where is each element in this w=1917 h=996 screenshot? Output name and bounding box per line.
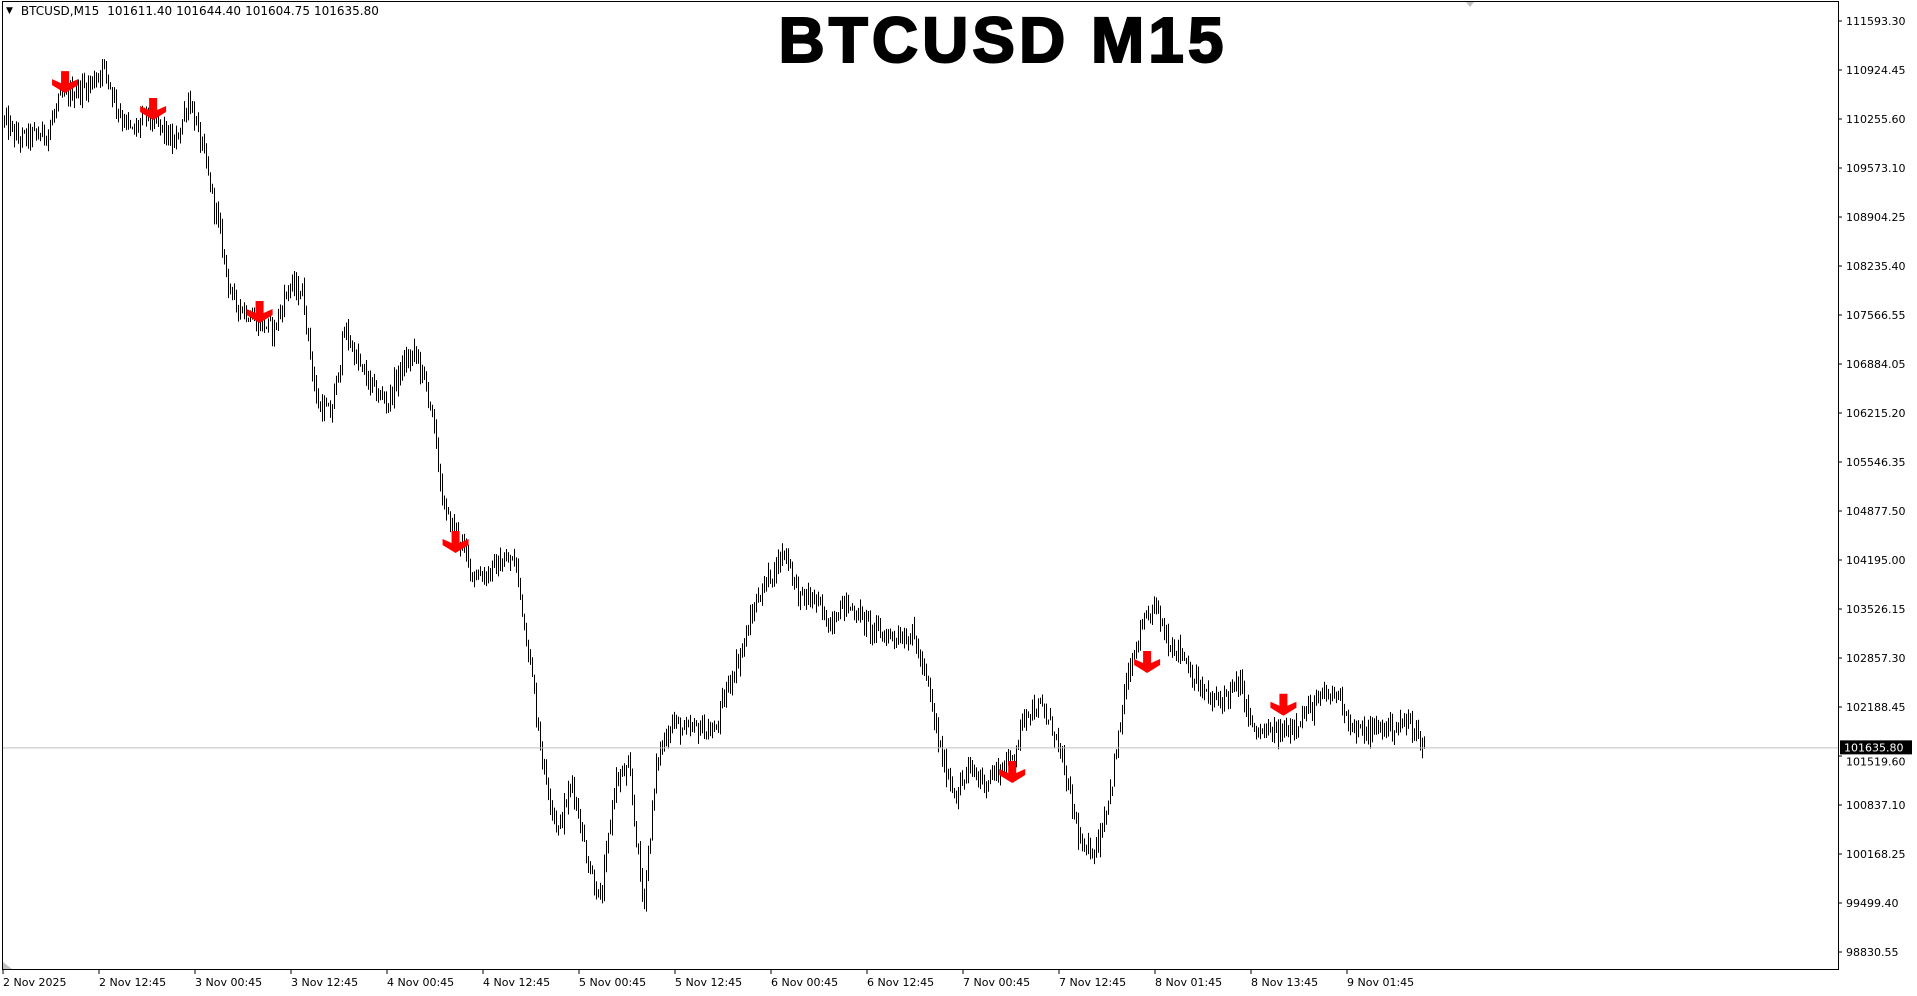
price-bars bbox=[4, 59, 1425, 912]
x-tick-label: 4 Nov 00:45 bbox=[387, 976, 454, 989]
y-tick-label: 98830.55 bbox=[1846, 946, 1899, 959]
x-tick-label: 2 Nov 12:45 bbox=[99, 976, 166, 989]
x-tick-label: 7 Nov 00:45 bbox=[963, 976, 1030, 989]
time-axis[interactable]: 2 Nov 2025 2 Nov 12:45 3 Nov 00:45 3 Nov 12… bbox=[2, 969, 1414, 989]
y-tick-label: 110255.60 bbox=[1846, 113, 1906, 126]
corner-marker bbox=[3, 962, 12, 969]
y-tick-label: 100168.25 bbox=[1846, 848, 1906, 861]
dropdown-triangle-icon[interactable]: ▼ bbox=[6, 6, 13, 16]
sell-arrow-icon bbox=[140, 97, 167, 120]
y-tick-label: 102857.30 bbox=[1846, 652, 1906, 665]
x-tick-label: 7 Nov 12:45 bbox=[1059, 976, 1126, 989]
high-value: 101644.40 bbox=[176, 4, 242, 18]
sell-arrow-icon bbox=[1134, 650, 1161, 673]
y-tick-label: 105546.35 bbox=[1846, 456, 1906, 469]
x-tick-label: 5 Nov 00:45 bbox=[579, 976, 646, 989]
x-tick-label: 8 Nov 01:45 bbox=[1155, 976, 1222, 989]
y-tick-label: 109573.10 bbox=[1846, 162, 1906, 175]
y-tick-label: 108235.40 bbox=[1846, 260, 1906, 273]
y-tick-label: 104195.00 bbox=[1846, 554, 1906, 567]
y-tick-label: 107566.55 bbox=[1846, 309, 1906, 322]
y-tick-label: 102188.45 bbox=[1846, 701, 1906, 714]
sell-arrow-icon bbox=[1270, 693, 1297, 716]
current-price-label: 101635.80 bbox=[1844, 741, 1904, 754]
low-value: 101604.75 bbox=[245, 4, 310, 18]
open-value: 101611.40 bbox=[107, 4, 173, 18]
x-tick-label: 4 Nov 12:45 bbox=[483, 976, 550, 989]
x-tick-label: 6 Nov 12:45 bbox=[867, 976, 934, 989]
y-tick-label: 100837.10 bbox=[1846, 799, 1906, 812]
symbol-label: BTCUSD,M15 bbox=[20, 4, 100, 18]
sell-arrow-icon bbox=[246, 301, 273, 324]
sell-arrow-icon bbox=[52, 71, 79, 94]
x-tick-label: 9 Nov 01:45 bbox=[1347, 976, 1414, 989]
x-tick-label: 3 Nov 00:45 bbox=[195, 976, 262, 989]
x-tick-label: 6 Nov 00:45 bbox=[771, 976, 838, 989]
y-tick-label: 108904.25 bbox=[1846, 211, 1906, 224]
y-tick-label: 106215.20 bbox=[1846, 407, 1906, 420]
current-price-tag bbox=[1840, 740, 1912, 755]
chart-title: BTCUSD M15 bbox=[778, 3, 1228, 77]
y-tick-label: 99499.40 bbox=[1846, 897, 1899, 910]
y-tick-label: 110924.45 bbox=[1846, 64, 1906, 77]
y-tick-label: 111593.30 bbox=[1846, 15, 1906, 28]
y-tick-label: 101519.60 bbox=[1846, 755, 1906, 768]
sell-arrow-icon bbox=[442, 531, 469, 554]
price-axis[interactable]: 111593.30 110924.45 110255.60 109573.10 1089… bbox=[1838, 15, 1906, 959]
sell-arrow-icon bbox=[999, 761, 1026, 784]
sell-signal-arrows bbox=[52, 71, 1297, 784]
x-tick-label: 2 Nov 2025 bbox=[3, 976, 66, 989]
y-tick-label: 103526.15 bbox=[1846, 603, 1906, 616]
chart-header: ▼ BTCUSD,M15 101611.40 101644.40 101604.… bbox=[6, 4, 379, 18]
plot-border bbox=[2, 1, 1839, 970]
close-value: 101635.80 bbox=[313, 4, 379, 18]
y-tick-label: 104877.50 bbox=[1846, 505, 1906, 518]
scroll-shift-marker[interactable] bbox=[1466, 2, 1474, 7]
y-tick-label: 106884.05 bbox=[1846, 358, 1906, 371]
x-tick-label: 3 Nov 12:45 bbox=[291, 976, 358, 989]
x-tick-label: 5 Nov 12:45 bbox=[675, 976, 742, 989]
x-tick-label: 8 Nov 13:45 bbox=[1251, 976, 1318, 989]
